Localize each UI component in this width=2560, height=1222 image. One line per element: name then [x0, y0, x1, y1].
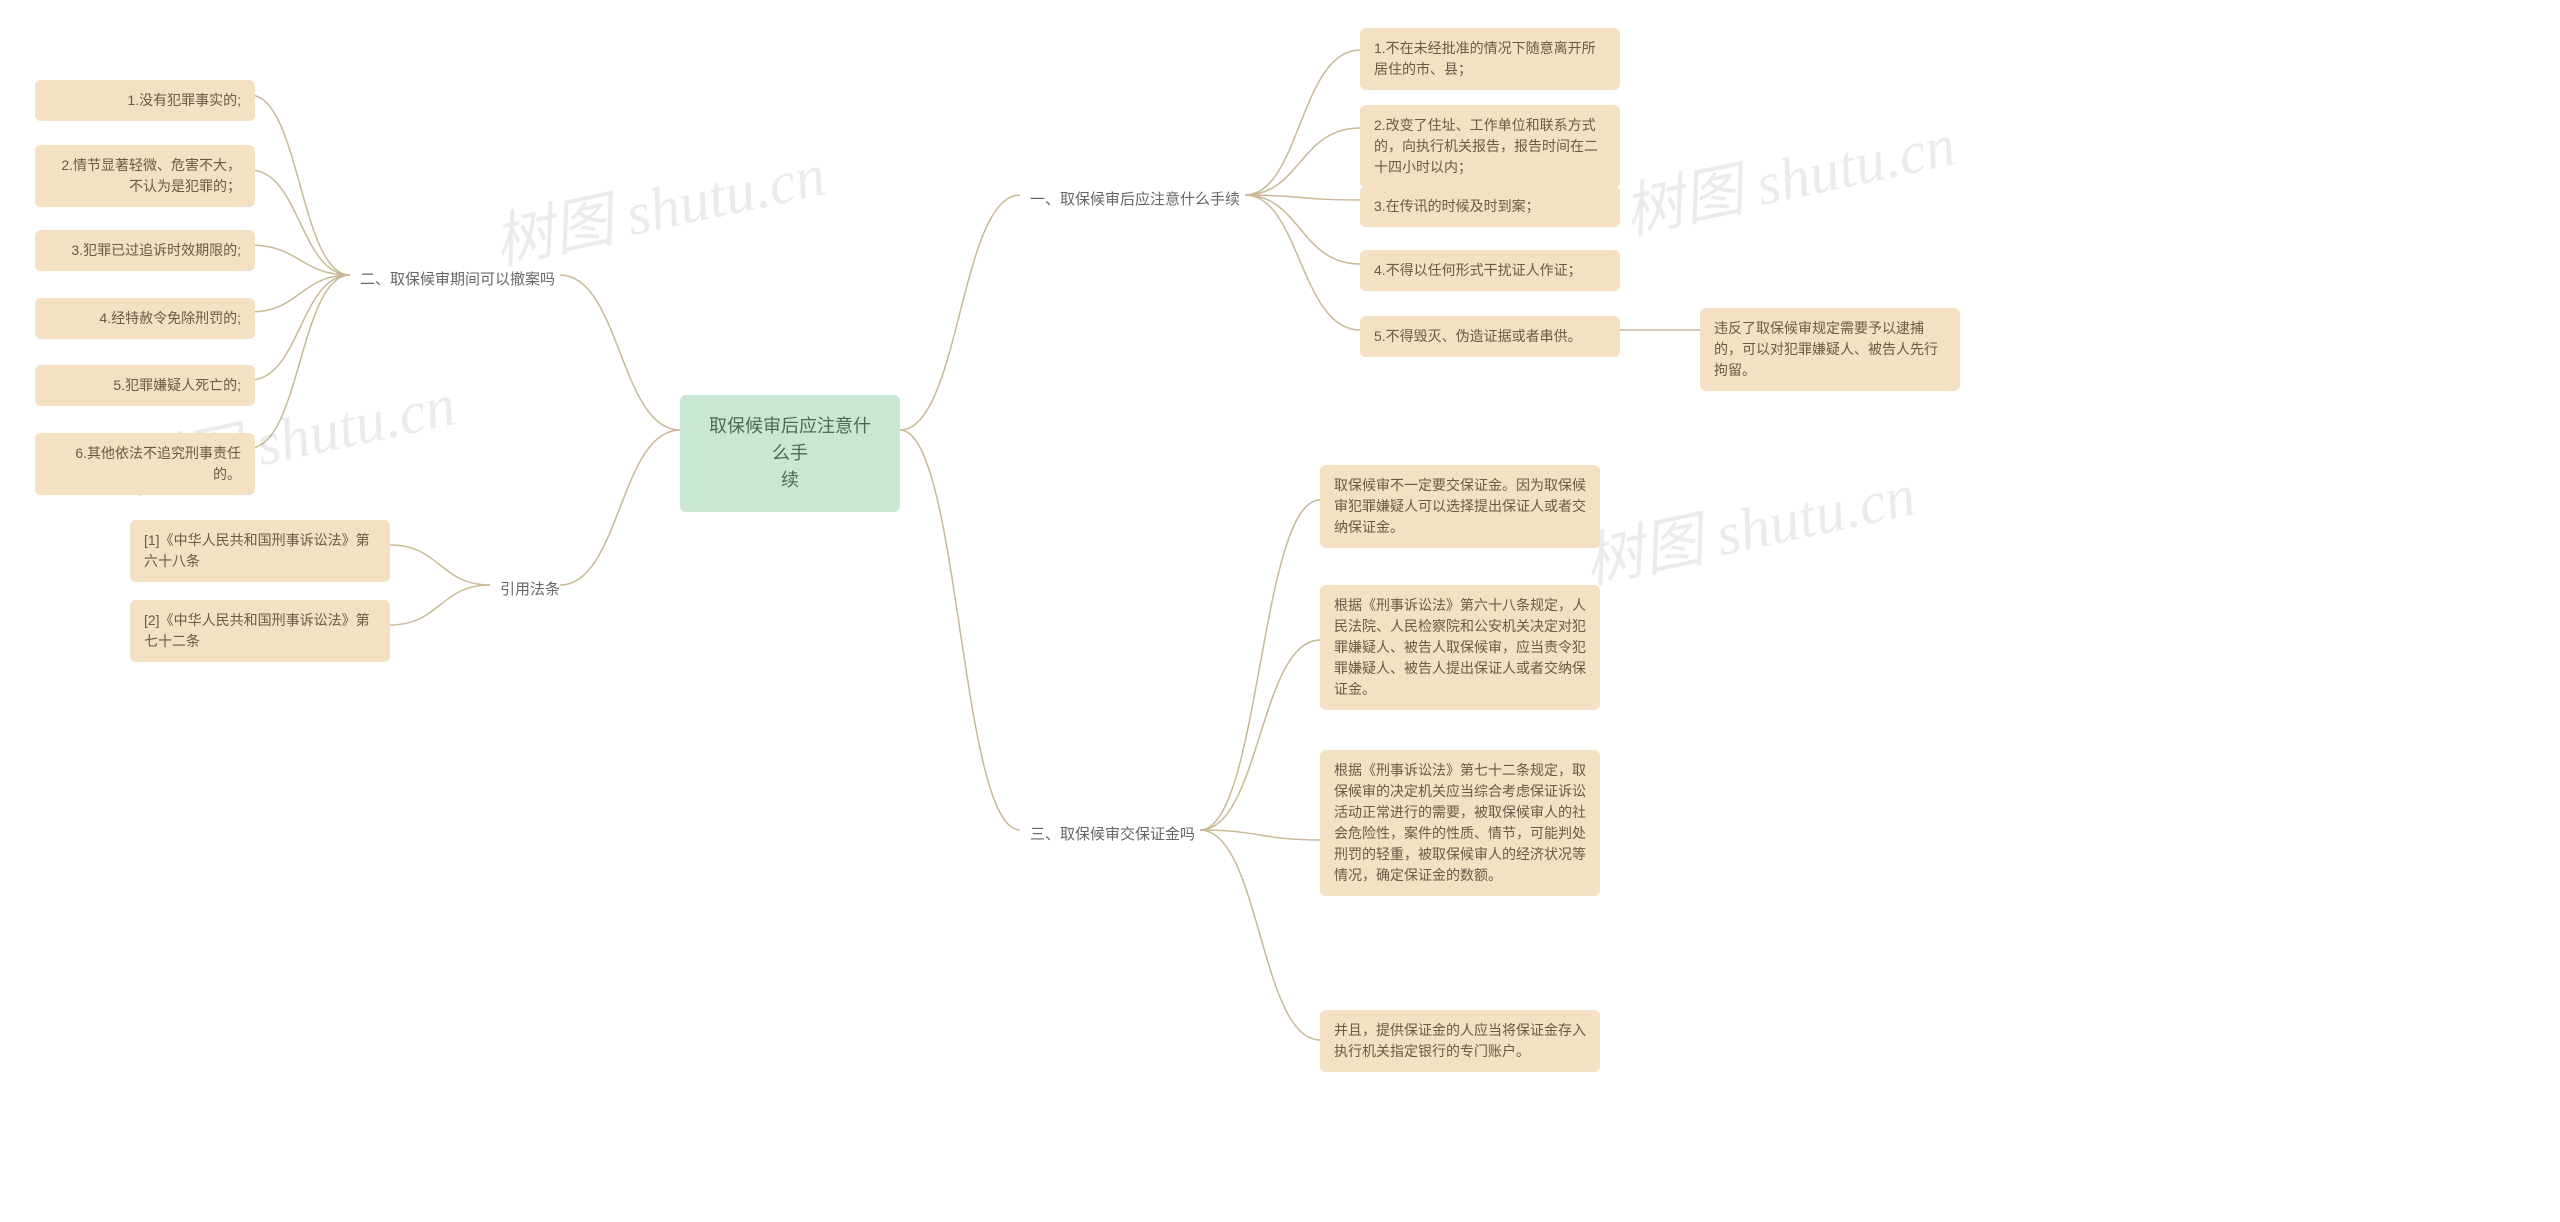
branch-cite: 引用法条: [490, 573, 570, 608]
root-node: 取保候审后应注意什么手 续: [680, 395, 900, 512]
branch-2: 二、取保候审期间可以撤案吗: [350, 263, 565, 298]
branch1-leaf-1: 1.不在未经批准的情况下随意离开所居住的市、县；: [1360, 28, 1620, 90]
branch3-leaf-2: 根据《刑事诉讼法》第六十八条规定，人民法院、人民检察院和公安机关决定对犯罪嫌疑人…: [1320, 585, 1600, 710]
branch1-leaf-4: 4.不得以任何形式干扰证人作证；: [1360, 250, 1620, 291]
branch2-leaf-1: 1.没有犯罪事实的;: [35, 80, 255, 121]
branch2-leaf-4: 4.经特赦令免除刑罚的;: [35, 298, 255, 339]
branch-1: 一、取保候审后应注意什么手续: [1020, 183, 1250, 218]
branch1-leaf-3: 3.在传讯的时候及时到案；: [1360, 186, 1620, 227]
branch1-leaf-2: 2.改变了住址、工作单位和联系方式的，向执行机关报告，报告时间在二十四小时以内；: [1360, 105, 1620, 188]
watermark: 树图 shutu.cn: [1615, 96, 1962, 251]
branch2-leaf-5: 5.犯罪嫌疑人死亡的;: [35, 365, 255, 406]
watermark: 树图 shutu.cn: [1575, 446, 1922, 601]
branch1-leaf-5-sub: 违反了取保候审规定需要予以逮捕的，可以对犯罪嫌疑人、被告人先行拘留。: [1700, 308, 1960, 391]
root-line2: 续: [702, 467, 878, 494]
branch2-leaf-6: 6.其他依法不追究刑事责任的。: [35, 433, 255, 495]
branch2-leaf-2: 2.情节显著轻微、危害不大，不认为是犯罪的；: [35, 145, 255, 207]
cite-leaf-2: [2]《中华人民共和国刑事诉讼法》第七十二条: [130, 600, 390, 662]
branch3-leaf-4: 并且，提供保证金的人应当将保证金存入执行机关指定银行的专门账户。: [1320, 1010, 1600, 1072]
branch-3: 三、取保候审交保证金吗: [1020, 818, 1205, 853]
branch2-leaf-3: 3.犯罪已过追诉时效期限的;: [35, 230, 255, 271]
branch1-leaf-5: 5.不得毁灭、伪造证据或者串供。: [1360, 316, 1620, 357]
cite-leaf-1: [1]《中华人民共和国刑事诉讼法》第六十八条: [130, 520, 390, 582]
branch3-leaf-3: 根据《刑事诉讼法》第七十二条规定，取保候审的决定机关应当综合考虑保证诉讼活动正常…: [1320, 750, 1600, 896]
root-line1: 取保候审后应注意什么手: [702, 413, 878, 467]
branch3-leaf-1: 取保候审不一定要交保证金。因为取保候审犯罪嫌疑人可以选择提出保证人或者交纳保证金…: [1320, 465, 1600, 548]
watermark: 树图 shutu.cn: [485, 126, 832, 281]
